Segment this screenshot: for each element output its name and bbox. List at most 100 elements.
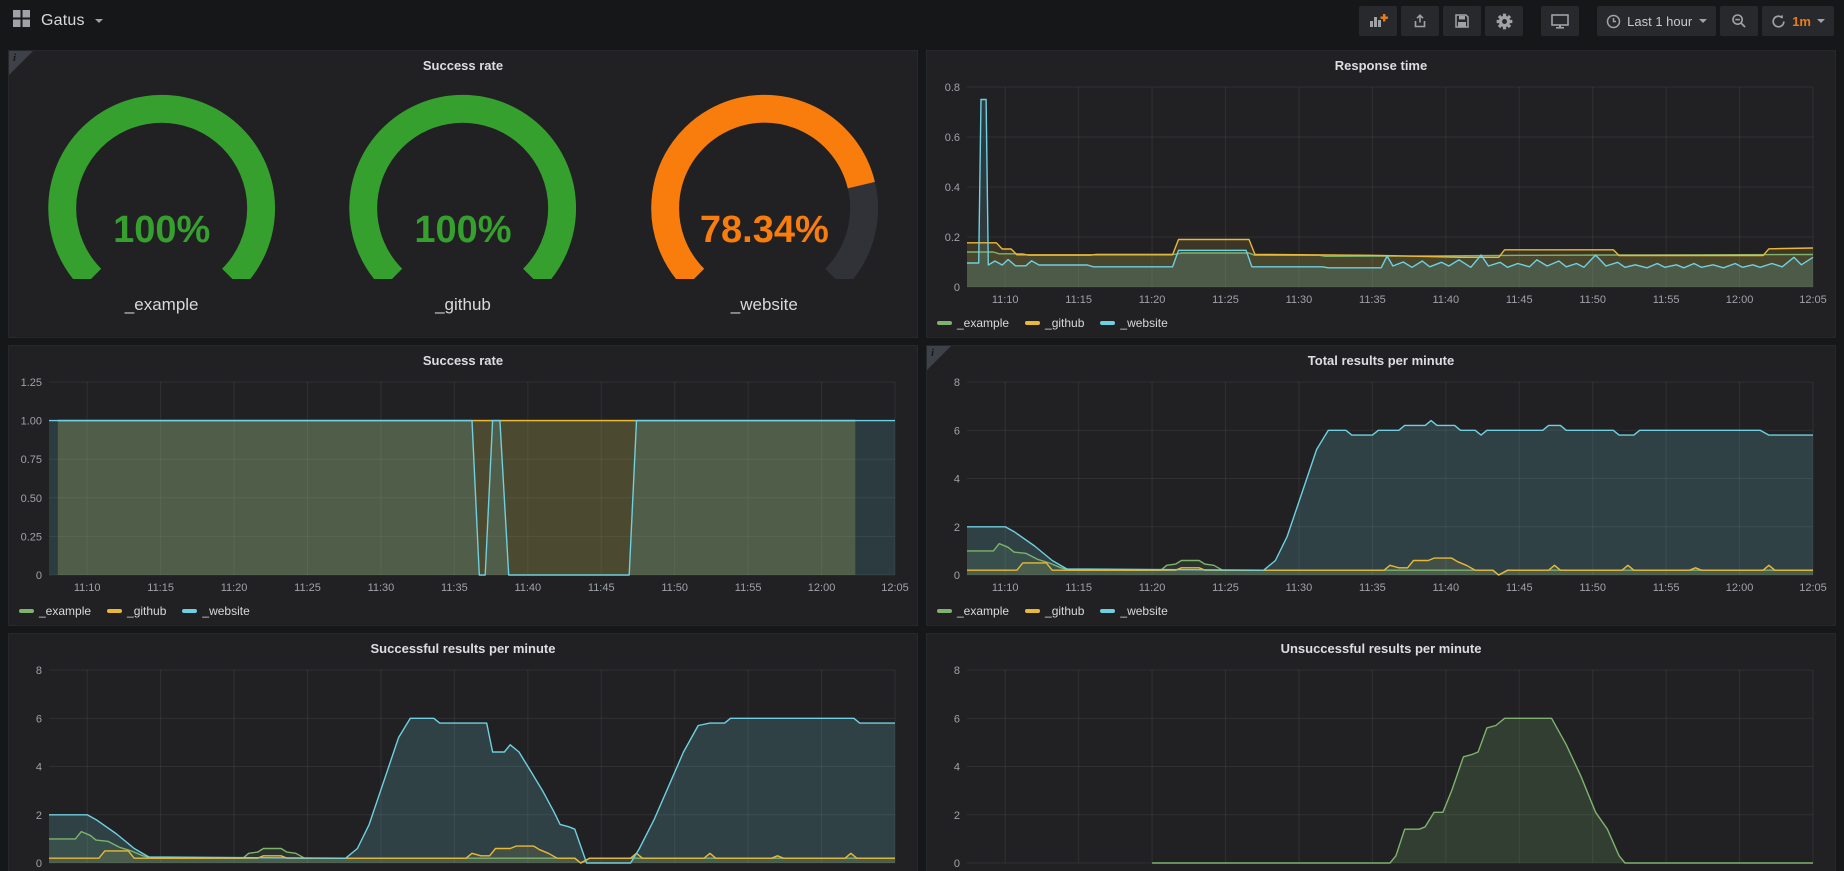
gauge-example: 100% _example xyxy=(11,81,312,331)
save-dashboard-button[interactable] xyxy=(1443,6,1481,36)
navbar: Gatus xyxy=(0,0,1844,42)
refresh-caret-icon xyxy=(1817,19,1825,23)
y-tick-label: 6 xyxy=(954,713,960,725)
x-tick-label: 11:30 xyxy=(1286,294,1313,306)
monitor-icon xyxy=(1551,13,1569,29)
time-range-picker[interactable]: Last 1 hour xyxy=(1597,6,1716,36)
dashboard-grid: i Success rate 100% _example 100% _githu… xyxy=(0,42,1844,871)
x-tick-label: 11:40 xyxy=(514,582,541,594)
panel-header[interactable]: Success rate xyxy=(9,51,917,79)
panel-title: Success rate xyxy=(423,353,503,368)
panel-info-icon[interactable]: i xyxy=(927,346,951,370)
y-tick-label: 0 xyxy=(954,570,960,582)
legend-item-_website[interactable]: _website xyxy=(1100,604,1167,618)
x-tick-label: 11:35 xyxy=(1359,582,1386,594)
x-tick-label: 11:55 xyxy=(1653,294,1680,306)
add-panel-button[interactable] xyxy=(1359,6,1397,36)
y-tick-label: 4 xyxy=(36,762,42,774)
chart-unsuccessful-results[interactable]: 0246811:1011:1511:2011:2511:3011:3511:40… xyxy=(931,662,1831,871)
refresh-icon xyxy=(1771,14,1786,29)
chart-plot-svg: 00.20.40.60.811:1011:1511:2011:2511:3011… xyxy=(931,79,1831,313)
x-tick-label: 11:45 xyxy=(1506,294,1533,306)
x-tick-label: 11:40 xyxy=(1432,582,1459,594)
legend-swatch xyxy=(1025,609,1040,613)
x-tick-label: 11:45 xyxy=(588,582,615,594)
dashboard-grid-icon[interactable] xyxy=(12,9,31,33)
panel-total-results: i Total results per minute 0246811:1011:… xyxy=(926,345,1836,626)
time-range-label: Last 1 hour xyxy=(1627,14,1692,29)
share-dashboard-button[interactable] xyxy=(1401,6,1439,36)
gauge-value: 100% xyxy=(11,209,312,252)
dashboard-dropdown-caret-icon[interactable] xyxy=(95,19,103,23)
legend-series-name: _github xyxy=(127,604,166,618)
zoom-out-button[interactable] xyxy=(1720,6,1758,36)
x-tick-label: 11:25 xyxy=(1212,294,1239,306)
legend-item-_github[interactable]: _github xyxy=(107,604,166,618)
chart-response-time[interactable]: 00.20.40.60.811:1011:1511:2011:2511:3011… xyxy=(931,79,1831,313)
chart-plot-svg: 0246811:1011:1511:2011:2511:3011:3511:40… xyxy=(931,374,1831,601)
y-tick-label: 0.8 xyxy=(945,82,960,94)
x-tick-label: 12:05 xyxy=(881,582,909,594)
gauge-series-label: _website xyxy=(731,295,798,315)
y-tick-label: 6 xyxy=(954,425,960,437)
legend-swatch xyxy=(182,609,197,613)
cycle-view-mode-button[interactable] xyxy=(1541,6,1579,36)
legend-item-_github[interactable]: _github xyxy=(1025,604,1084,618)
x-tick-label: 11:25 xyxy=(294,582,321,594)
legend-series-name: _website xyxy=(202,604,249,618)
refresh-button[interactable]: 1m xyxy=(1762,6,1834,36)
legend-item-_example[interactable]: _example xyxy=(937,316,1009,330)
panel-header[interactable]: Success rate xyxy=(9,346,917,374)
legend-swatch xyxy=(937,609,952,613)
y-tick-label: 0.75 xyxy=(21,454,42,466)
x-tick-label: 11:10 xyxy=(992,582,1019,594)
panel-header[interactable]: Response time xyxy=(927,51,1835,79)
chart-plot-svg: 00.250.500.751.001.2511:1011:1511:2011:2… xyxy=(13,374,913,601)
legend-swatch xyxy=(1100,321,1115,325)
panel-info-icon[interactable]: i xyxy=(9,51,33,75)
y-tick-label: 0 xyxy=(954,858,960,870)
x-tick-label: 12:00 xyxy=(1726,294,1754,306)
legend-swatch xyxy=(107,609,122,613)
refresh-interval-label: 1m xyxy=(1792,14,1811,29)
y-tick-label: 0 xyxy=(954,282,960,294)
legend-item-_website[interactable]: _website xyxy=(1100,316,1167,330)
x-tick-label: 11:15 xyxy=(147,582,174,594)
y-tick-label: 0.2 xyxy=(945,232,960,244)
y-tick-label: 4 xyxy=(954,762,960,774)
legend-item-_github[interactable]: _github xyxy=(1025,316,1084,330)
chart-legend: _example _github _website xyxy=(927,313,1835,337)
series-area-_website xyxy=(49,718,895,863)
x-tick-label: 11:30 xyxy=(368,582,395,594)
chart-legend: _example _github _website xyxy=(927,601,1835,625)
x-tick-label: 11:50 xyxy=(661,582,688,594)
legend-item-_website[interactable]: _website xyxy=(182,604,249,618)
legend-item-_example[interactable]: _example xyxy=(19,604,91,618)
y-tick-label: 8 xyxy=(36,665,42,677)
chart-total-results[interactable]: 0246811:1011:1511:2011:2511:3011:3511:40… xyxy=(931,374,1831,601)
x-tick-label: 11:10 xyxy=(992,294,1019,306)
x-tick-label: 11:10 xyxy=(74,582,101,594)
series-area-_website xyxy=(967,421,1813,575)
legend-swatch xyxy=(1100,609,1115,613)
chart-legend: _example _github _website xyxy=(9,601,917,625)
panel-header[interactable]: Successful results per minute xyxy=(9,634,917,662)
panel-header[interactable]: Unsuccessful results per minute xyxy=(927,634,1835,662)
x-tick-label: 11:35 xyxy=(441,582,468,594)
panel-header[interactable]: Total results per minute xyxy=(927,346,1835,374)
dashboard-settings-button[interactable] xyxy=(1485,6,1523,36)
legend-swatch xyxy=(937,321,952,325)
dashboard-title[interactable]: Gatus xyxy=(41,12,85,30)
y-tick-label: 0.4 xyxy=(945,182,960,194)
legend-item-_example[interactable]: _example xyxy=(937,604,1009,618)
add-panel-icon xyxy=(1368,13,1388,29)
y-tick-label: 2 xyxy=(954,810,960,822)
chart-successful-results[interactable]: 0246811:1011:1511:2011:2511:3011:3511:40… xyxy=(13,662,913,871)
x-tick-label: 11:45 xyxy=(1506,582,1533,594)
x-tick-label: 11:15 xyxy=(1065,582,1092,594)
legend-series-name: _example xyxy=(39,604,91,618)
x-tick-label: 11:50 xyxy=(1579,582,1606,594)
chart-success-rate[interactable]: 00.250.500.751.001.2511:1011:1511:2011:2… xyxy=(13,374,913,601)
gauge-series-label: _example xyxy=(125,295,199,315)
panel-title: Total results per minute xyxy=(1308,353,1454,368)
